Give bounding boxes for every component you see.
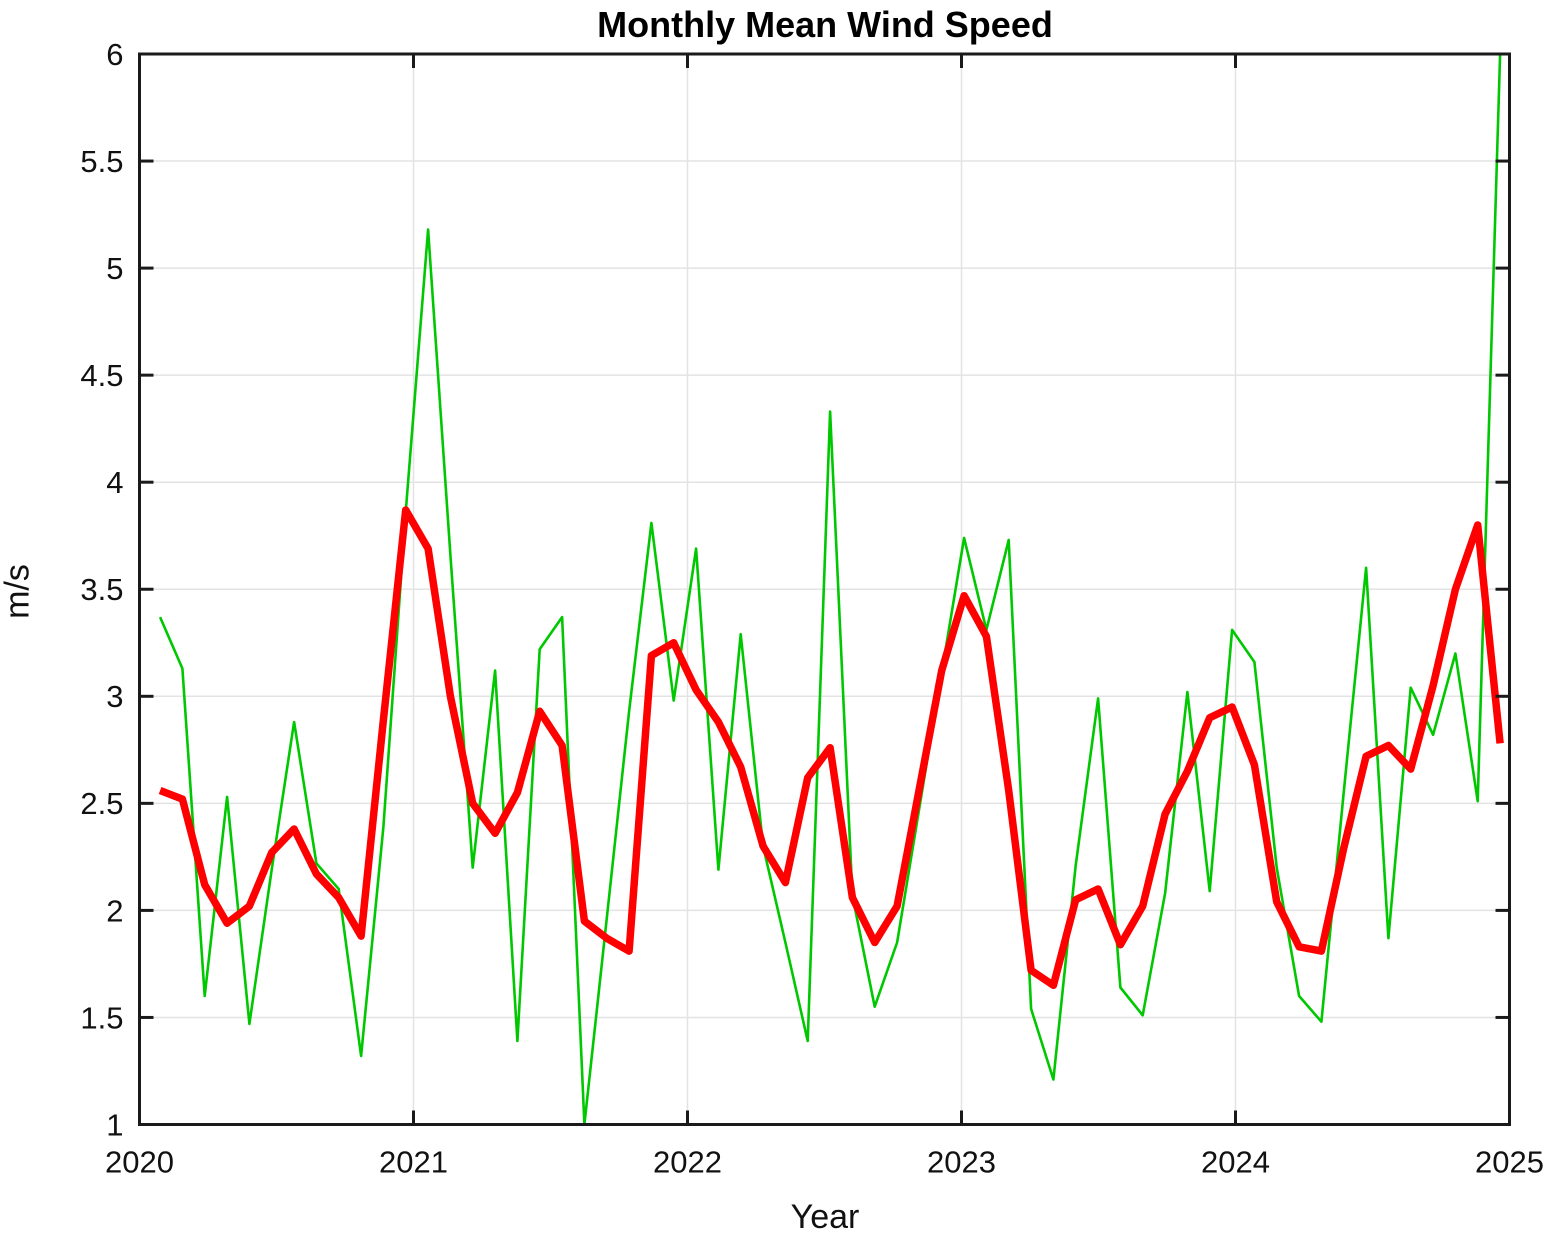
y-tick-label: 5 bbox=[106, 251, 123, 286]
y-tick-label: 2.5 bbox=[80, 786, 123, 821]
y-tick-label: 3.5 bbox=[80, 572, 123, 607]
x-tick-label: 2024 bbox=[1201, 1145, 1270, 1180]
y-tick-label: 4 bbox=[106, 465, 123, 500]
x-tick-label: 2023 bbox=[927, 1145, 996, 1180]
green-series-line bbox=[158, 53, 1502, 1126]
x-tick-label: 2021 bbox=[379, 1145, 448, 1180]
chart-title: Monthly Mean Wind Speed bbox=[597, 4, 1053, 45]
y-tick-label: 3 bbox=[106, 679, 123, 714]
red-series-line bbox=[158, 506, 1504, 990]
x-tick-label: 2020 bbox=[105, 1145, 174, 1180]
y-tick-label: 2 bbox=[106, 893, 123, 928]
x-axis-label: Year bbox=[790, 1198, 860, 1236]
y-tick-label: 4.5 bbox=[80, 358, 123, 393]
x-tick-label: 2022 bbox=[653, 1145, 722, 1180]
y-axis-label: m/s bbox=[0, 564, 37, 619]
y-tick-label: 6 bbox=[106, 37, 123, 72]
y-tick-label: 5.5 bbox=[80, 144, 123, 179]
x-tick-label: 2025 bbox=[1475, 1145, 1544, 1180]
y-tick-label: 1.5 bbox=[80, 1000, 123, 1035]
axes-box bbox=[138, 52, 1511, 1126]
y-tick-label: 1 bbox=[106, 1107, 123, 1142]
